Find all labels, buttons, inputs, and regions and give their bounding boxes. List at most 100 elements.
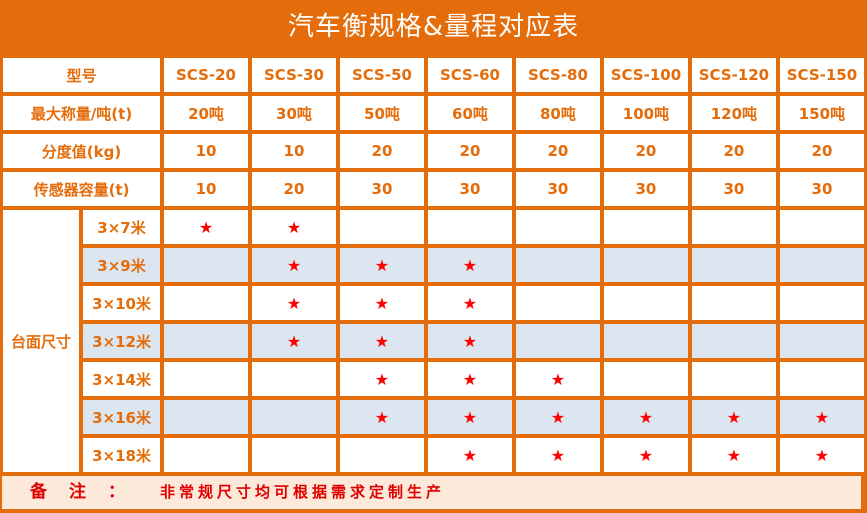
spec-value: 20吨 (163, 95, 249, 131)
size-cell (690, 247, 777, 283)
size-cell (514, 209, 601, 245)
size-row: 3×10米 ★ ★ ★ (2, 285, 865, 321)
star-icon: ★ (286, 217, 302, 237)
size-label: 3×16米 (82, 399, 162, 435)
star-icon: ★ (814, 407, 830, 427)
star-icon: ★ (462, 255, 478, 275)
star-icon: ★ (550, 369, 566, 389)
spec-value: 20 (602, 133, 689, 169)
size-cell: ★ (251, 247, 337, 283)
size-cell (690, 323, 777, 359)
size-cell (778, 361, 865, 397)
size-label: 3×18米 (82, 437, 162, 473)
size-cell (602, 361, 689, 397)
star-icon: ★ (462, 293, 478, 313)
spec-value: 150吨 (778, 95, 865, 131)
note-bar: 备注： 非常规尺寸均可根据需求定制生产 (2, 476, 861, 509)
size-cell: ★ (426, 323, 513, 359)
spec-value: 30 (514, 171, 601, 207)
star-icon: ★ (462, 407, 478, 427)
size-cell (426, 209, 513, 245)
spec-value: 120吨 (690, 95, 777, 131)
model-cell: SCS-150 (778, 57, 865, 93)
size-cell: ★ (514, 399, 601, 435)
star-icon: ★ (462, 445, 478, 465)
spec-value: 50吨 (338, 95, 425, 131)
spec-value: 20 (251, 171, 337, 207)
size-cell (163, 437, 249, 473)
size-cell: ★ (338, 285, 425, 321)
size-cell: ★ (602, 437, 689, 473)
size-cell (251, 399, 337, 435)
size-cell (602, 247, 689, 283)
star-icon: ★ (374, 293, 390, 313)
spec-value: 30吨 (251, 95, 337, 131)
size-label: 3×7米 (82, 209, 162, 245)
spec-value: 10 (251, 133, 337, 169)
size-cell (602, 285, 689, 321)
size-cell (514, 323, 601, 359)
spec-value: 30 (690, 171, 777, 207)
size-cell (163, 399, 249, 435)
star-icon: ★ (198, 217, 214, 237)
size-cell (163, 361, 249, 397)
size-cell (602, 323, 689, 359)
size-cell (778, 247, 865, 283)
size-cell: ★ (251, 209, 337, 245)
size-cell (163, 247, 249, 283)
size-cell (251, 437, 337, 473)
spec-row: 分度值(kg) 10 10 20 20 20 20 20 20 (2, 133, 865, 169)
star-icon: ★ (286, 331, 302, 351)
size-cell: ★ (338, 247, 425, 283)
size-cell: ★ (690, 437, 777, 473)
size-row: 3×9米 ★ ★ ★ (2, 247, 865, 283)
star-icon: ★ (638, 445, 654, 465)
spec-value: 20 (778, 133, 865, 169)
size-cell (338, 437, 425, 473)
size-cell: ★ (426, 285, 513, 321)
size-row: 3×14米 ★ ★ ★ (2, 361, 865, 397)
size-cell (514, 247, 601, 283)
spec-value: 30 (778, 171, 865, 207)
star-icon: ★ (638, 407, 654, 427)
model-cell: SCS-30 (251, 57, 337, 93)
size-label: 3×14米 (82, 361, 162, 397)
star-icon: ★ (286, 293, 302, 313)
size-label: 3×9米 (82, 247, 162, 283)
star-icon: ★ (550, 445, 566, 465)
size-row: 3×18米 ★ ★ ★ ★ ★ (2, 437, 865, 473)
model-cell: SCS-60 (426, 57, 513, 93)
size-cell: ★ (251, 285, 337, 321)
spec-value: 10 (163, 133, 249, 169)
header-row: 型号 SCS-20 SCS-30 SCS-50 SCS-60 SCS-80 SCS-100 S… (2, 57, 865, 93)
size-cell (514, 285, 601, 321)
spec-value: 30 (338, 171, 425, 207)
model-cell: SCS-80 (514, 57, 601, 93)
size-cell: ★ (426, 247, 513, 283)
model-cell: SCS-100 (602, 57, 689, 93)
star-icon: ★ (462, 369, 478, 389)
size-row: 3×16米 ★ ★ ★ ★ ★ ★ (2, 399, 865, 435)
size-cell: ★ (514, 437, 601, 473)
model-cell: SCS-50 (338, 57, 425, 93)
model-cell: SCS-120 (690, 57, 777, 93)
star-icon: ★ (726, 445, 742, 465)
spec-value: 20 (514, 133, 601, 169)
size-cell: ★ (778, 399, 865, 435)
size-cell: ★ (426, 437, 513, 473)
size-cell: ★ (251, 323, 337, 359)
size-cell: ★ (426, 399, 513, 435)
size-cell: ★ (163, 209, 249, 245)
size-cell (690, 209, 777, 245)
star-icon: ★ (374, 255, 390, 275)
spec-value: 10 (163, 171, 249, 207)
size-cell (163, 285, 249, 321)
star-icon: ★ (726, 407, 742, 427)
spec-row: 最大称量/吨(t) 20吨 30吨 50吨 60吨 80吨 100吨 120吨 150吨 (2, 95, 865, 131)
spec-value: 30 (602, 171, 689, 207)
star-icon: ★ (374, 407, 390, 427)
size-cell: ★ (338, 399, 425, 435)
size-label: 3×12米 (82, 323, 162, 359)
size-cell (690, 361, 777, 397)
spec-table: 型号 SCS-20 SCS-30 SCS-50 SCS-60 SCS-80 SCS-100 S… (0, 55, 867, 475)
